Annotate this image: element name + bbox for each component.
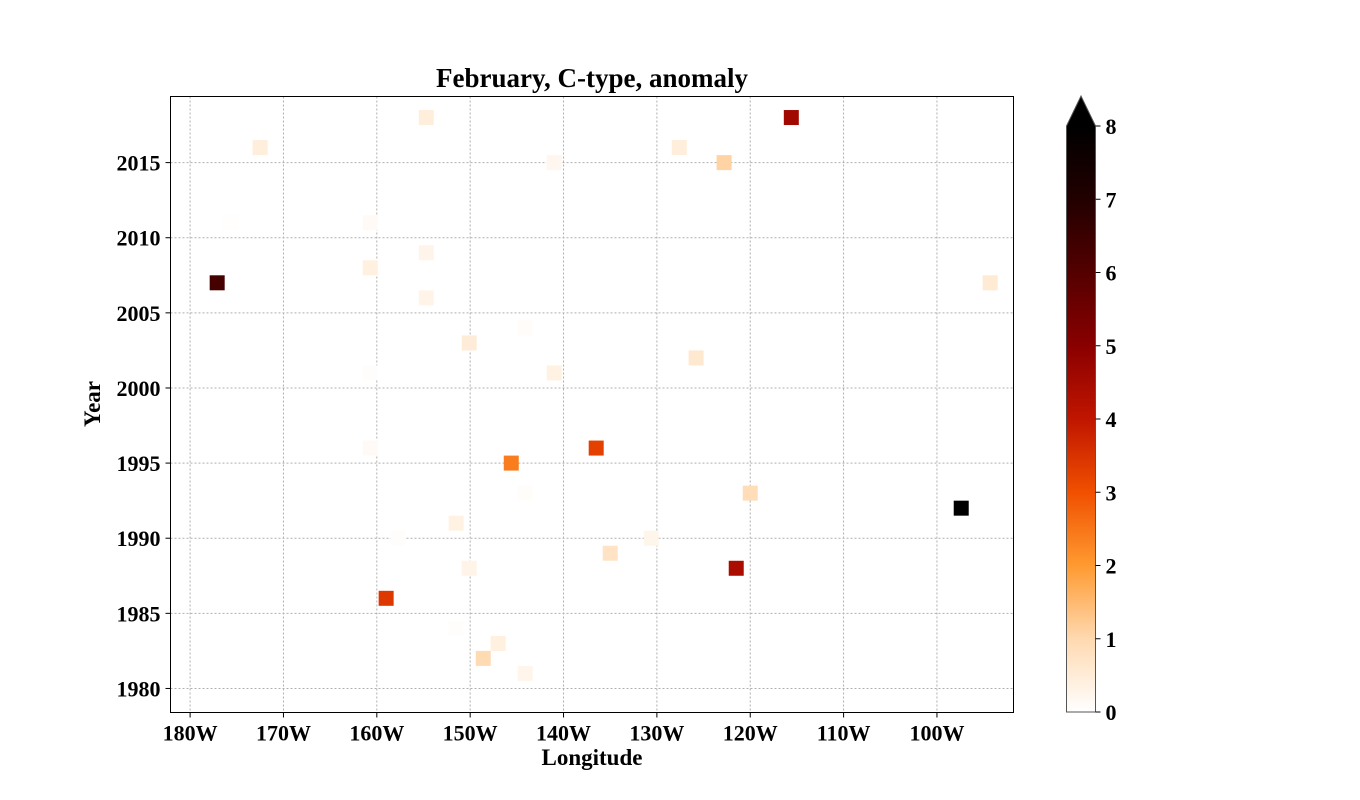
y-tick-label: 1985 (117, 601, 161, 626)
heatmap-cell (783, 110, 799, 126)
heatmap-cell (448, 620, 464, 636)
x-tick-label: 150W (443, 721, 498, 746)
x-tick-label: 160W (349, 721, 404, 746)
heatmap-cell (546, 155, 562, 171)
colorbar-gradient (1066, 126, 1096, 712)
heatmap-cell (362, 215, 378, 231)
heatmap-cell (643, 530, 659, 546)
x-axis-ticks: 180W 170W 160W 150W 140W 130W 120W 110W 100W (163, 712, 964, 746)
heatmap-cell (588, 440, 604, 456)
x-tick-label: 170W (256, 721, 311, 746)
colorbar-tick-label: 5 (1106, 334, 1117, 359)
y-axis-ticks: 1980 1985 1990 1995 2000 2005 2010 2015 (117, 151, 171, 701)
heatmap-cell (671, 140, 687, 156)
x-tick-label: 130W (629, 721, 684, 746)
heatmap-cell (546, 365, 562, 381)
colorbar-tick-label: 6 (1106, 261, 1117, 286)
heatmap-cell (728, 560, 744, 576)
colorbar-ticks: 0 1 2 3 4 5 6 7 8 (1095, 114, 1117, 725)
y-tick-label: 1990 (117, 526, 161, 551)
colorbar: 0 1 2 3 4 5 6 7 8 (1066, 94, 1117, 725)
heatmap-cell (418, 110, 434, 126)
heatmap-cell (475, 650, 491, 666)
colorbar-frame (1066, 94, 1096, 713)
data-cells (209, 110, 998, 681)
heatmap-cell (362, 440, 378, 456)
x-tick-label: 100W (909, 721, 964, 746)
heatmap-cell (461, 560, 477, 576)
y-tick-label: 2015 (117, 151, 161, 176)
heatmap-cell (953, 500, 969, 516)
heatmap-cell (418, 290, 434, 306)
colorbar-tick-label: 4 (1106, 407, 1117, 432)
heatmap-cell (742, 485, 758, 501)
heatmap-cell (503, 455, 519, 471)
colorbar-tick-label: 2 (1106, 554, 1117, 579)
heatmap-cell (461, 335, 477, 351)
heatmap-cell (448, 515, 464, 531)
x-tick-label: 110W (817, 721, 871, 746)
heatmap-cell (602, 545, 618, 561)
heatmap-cell (982, 275, 998, 291)
y-tick-label: 1980 (117, 676, 161, 701)
y-tick-label: 2010 (117, 226, 161, 251)
y-tick-label: 2000 (117, 376, 161, 401)
colorbar-tick-label: 3 (1106, 480, 1117, 505)
y-axis-label: Year (80, 381, 105, 427)
grid-lines (170, 96, 1014, 713)
heatmap-cell (418, 245, 434, 261)
heatmap-cell (517, 320, 533, 336)
heatmap-cell (688, 350, 704, 366)
heatmap-cell (362, 365, 378, 381)
x-tick-label: 140W (536, 721, 591, 746)
heatmap-cell (517, 665, 533, 681)
heatmap-cell (252, 140, 268, 156)
heatmap-cell (223, 215, 239, 231)
colorbar-tick-label: 0 (1106, 700, 1117, 725)
y-tick-label: 1995 (117, 451, 161, 476)
x-tick-label: 180W (163, 721, 218, 746)
heatmap-cell (362, 260, 378, 276)
heatmap-cell (390, 530, 406, 546)
x-axis-label: Longitude (542, 745, 643, 770)
chart-title: February, C-type, anomaly (436, 63, 748, 93)
y-tick-label: 2005 (117, 301, 161, 326)
heatmap-cell (517, 485, 533, 501)
colorbar-tick-label: 1 (1106, 627, 1117, 652)
plot-area-frame (170, 96, 1014, 713)
x-tick-label: 120W (723, 721, 778, 746)
heatmap-cell (209, 275, 225, 291)
colorbar-tick-label: 8 (1106, 114, 1117, 139)
colorbar-tick-label: 7 (1106, 187, 1117, 212)
heatmap-cell (716, 155, 732, 171)
heatmap-cell (378, 590, 394, 606)
heatmap-cell (490, 635, 506, 651)
colorbar-extend-max-arrow (1066, 96, 1096, 126)
